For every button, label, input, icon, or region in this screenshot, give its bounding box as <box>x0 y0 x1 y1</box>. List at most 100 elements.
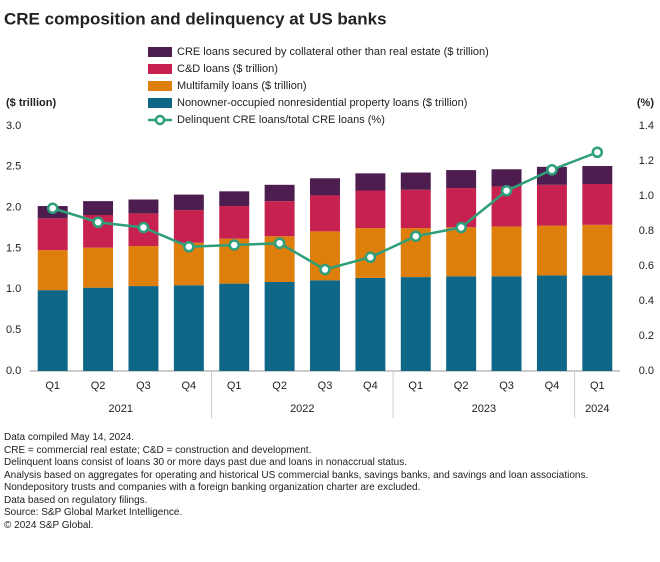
bar-segment <box>536 225 567 276</box>
y-tick-label: 0.5 <box>6 324 21 336</box>
line-marker <box>410 230 422 242</box>
x-tick-label: Q2 <box>91 380 106 392</box>
bar-segment <box>219 191 250 207</box>
y-tick-label: 0.0 <box>6 365 21 377</box>
legend-label: Nonowner-occupied nonresidential propert… <box>177 97 467 109</box>
line-marker <box>500 185 513 197</box>
line-marker <box>46 202 59 214</box>
x-tick-label: Q4 <box>545 380 560 392</box>
y-tick-label: 1.5 <box>6 242 21 254</box>
footnote: Source: S&P Global Market Intelligence. <box>4 507 183 518</box>
legend-swatch <box>148 47 172 57</box>
legend-label: Multifamily loans ($ trillion) <box>177 80 307 92</box>
bar-segment <box>536 184 567 226</box>
y2-axis-title: (%) <box>637 97 654 109</box>
y2-tick-label: 1.2 <box>639 155 654 167</box>
bar-segment <box>310 195 340 232</box>
bar-segment <box>264 184 295 202</box>
bar-segment <box>355 277 386 371</box>
bar-segment <box>310 280 340 371</box>
bar-segment <box>128 286 159 371</box>
bar-segment <box>173 194 204 211</box>
bar-segment <box>536 275 567 371</box>
bar-segment <box>446 188 477 228</box>
bar-segment <box>128 199 159 214</box>
line-marker <box>137 221 150 234</box>
bar-segment <box>491 226 522 277</box>
bar-segment <box>400 172 431 190</box>
bar-segment <box>582 166 613 184</box>
x-group-label: 2024 <box>585 403 609 415</box>
line-marker <box>319 263 331 276</box>
line-marker <box>183 241 195 253</box>
x-group-label: 2023 <box>472 403 496 415</box>
bar-segment <box>128 246 159 287</box>
bar-segment <box>582 183 613 225</box>
x-tick-label: Q1 <box>45 380 60 392</box>
y2-tick-label: 0.8 <box>639 225 654 237</box>
footnote: CRE = commercial real estate; C&D = cons… <box>4 444 312 456</box>
x-tick-label: Q4 <box>182 380 197 392</box>
bar-segment <box>83 201 114 216</box>
y-axis-title: ($ trillion) <box>6 97 56 109</box>
line-marker <box>228 239 240 251</box>
footnote: Analysis based on aggregates for operati… <box>4 469 589 494</box>
bar-segment <box>37 250 68 291</box>
bar-segment <box>264 201 295 237</box>
footnote: Data compiled May 14, 2024. <box>4 432 135 443</box>
bar-segment <box>219 283 250 371</box>
x-tick-label: Q1 <box>227 380 242 392</box>
y2-tick-label: 0.6 <box>639 260 654 272</box>
footnote: Delinquent loans consist of loans 30 or … <box>4 457 408 468</box>
bar-segment <box>37 290 68 371</box>
x-tick-label: Q2 <box>454 380 469 392</box>
x-tick-label: Q1 <box>590 380 605 392</box>
bar-segment <box>446 170 477 189</box>
bar-segment <box>355 173 386 191</box>
x-tick-label: Q3 <box>499 380 514 392</box>
chart-title: CRE composition and delinquency at US ba… <box>4 9 387 28</box>
y-tick-label: 2.5 <box>6 161 21 173</box>
bar-segment <box>446 276 477 371</box>
line-marker <box>546 164 558 176</box>
y-tick-label: 3.0 <box>6 120 21 132</box>
bar-segment <box>491 169 522 187</box>
line-marker <box>591 146 604 158</box>
bar-segment <box>446 227 477 277</box>
bar-segment <box>582 224 613 276</box>
x-group-label: 2021 <box>109 403 133 415</box>
footnote: © 2024 S&P Global. <box>4 519 94 531</box>
x-tick-label: Q4 <box>363 380 378 392</box>
bar-segment <box>83 247 114 288</box>
x-tick-label: Q2 <box>272 380 287 392</box>
legend-marker <box>154 114 166 126</box>
chart: CRE composition and delinquency at US ba… <box>4 9 654 418</box>
y2-tick-label: 1.0 <box>639 190 654 202</box>
y2-tick-label: 0.0 <box>639 365 654 377</box>
footnotes: Data compiled May 14, 2024. CRE = commerc… <box>4 432 604 532</box>
line-marker <box>364 251 377 263</box>
y2-tick-label: 1.4 <box>639 120 654 132</box>
x-tick-label: Q3 <box>318 380 333 392</box>
bar-segment <box>491 276 522 371</box>
bar-segment <box>536 166 567 185</box>
x-group-label: 2022 <box>290 403 314 415</box>
legend-swatch <box>148 81 172 91</box>
bar-segment <box>173 210 204 243</box>
legend-label: CRE loans secured by collateral other th… <box>177 46 489 58</box>
line-marker <box>455 221 467 234</box>
x-tick-label: Q1 <box>408 380 423 392</box>
footnote: Data based on regulatory filings. <box>4 494 148 506</box>
y-tick-label: 2.0 <box>6 202 21 214</box>
bar-segment <box>173 285 204 371</box>
bar-segment <box>400 189 431 229</box>
y2-tick-label: 0.4 <box>639 295 654 307</box>
line-marker <box>273 237 286 249</box>
bar-segment <box>83 287 114 371</box>
bar-segment <box>310 178 340 196</box>
legend-label: Delinquent CRE loans/total CRE loans (%) <box>177 114 385 126</box>
y-tick-label: 1.0 <box>6 283 21 295</box>
bar-segment <box>582 275 613 371</box>
bar-segment <box>219 206 250 239</box>
